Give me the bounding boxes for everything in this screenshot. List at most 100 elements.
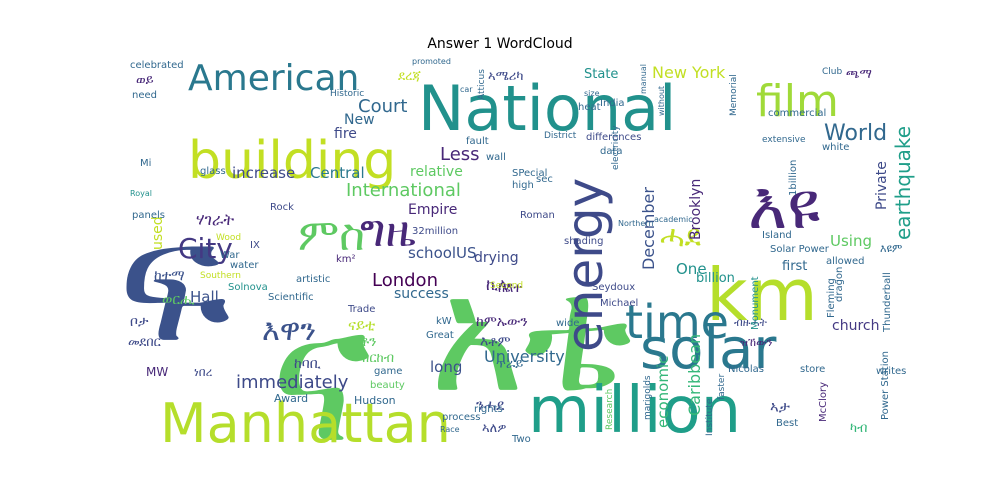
word-27: December	[639, 187, 658, 270]
word-148: Historic	[330, 89, 364, 99]
word-34: Using	[830, 232, 872, 250]
word-24: Less	[440, 144, 480, 165]
word-125: dragon	[834, 267, 845, 302]
word-118: faster	[717, 374, 727, 400]
word-114: shading	[564, 236, 604, 247]
word-52: MW	[146, 365, 168, 379]
word-89: water	[230, 260, 259, 271]
word-64: ዝርከብ	[360, 351, 394, 366]
word-106: Race	[440, 425, 460, 434]
word-67: እቶም	[480, 334, 511, 350]
word-43: US	[456, 244, 477, 262]
word-2: አቴ	[430, 241, 632, 428]
word-23: London	[372, 270, 438, 291]
word-111: Roman	[520, 210, 555, 221]
chart-title: Answer 1 WordCloud	[427, 36, 573, 52]
word-38: Central	[310, 164, 365, 182]
word-7: km	[706, 253, 818, 337]
word-100: 32million	[412, 226, 458, 237]
word-5: Manhattan	[160, 392, 451, 455]
word-6: building	[188, 131, 396, 191]
word-130: Northern	[618, 219, 654, 228]
word-97: need	[132, 90, 157, 101]
word-142: wall	[486, 152, 506, 163]
word-144: heat	[578, 102, 601, 113]
word-80: Hudson	[354, 394, 396, 407]
word-16: City	[178, 232, 233, 265]
word-147: Atticus	[477, 69, 487, 100]
word-124: Monument	[750, 276, 761, 330]
word-143: fault	[466, 136, 489, 147]
word-109: Two	[511, 434, 531, 445]
word-140: high	[512, 180, 534, 191]
word-71: ኣለዎ	[482, 421, 506, 436]
word-36: billion	[696, 271, 735, 286]
word-19: earthquake	[891, 126, 915, 240]
word-86: Scientific	[268, 292, 314, 303]
word-39: increase	[232, 164, 295, 182]
word-123: store	[800, 364, 825, 375]
word-137: data	[600, 146, 623, 157]
word-108: process	[442, 412, 480, 423]
word-101: km²	[336, 254, 356, 265]
word-60: ጫማ	[846, 67, 872, 82]
word-126: Fleming	[826, 278, 837, 318]
word-141: sec	[536, 174, 553, 185]
word-92: Wood	[216, 233, 241, 243]
word-72: ኣታ	[770, 398, 791, 416]
word-135: extensive	[762, 135, 806, 145]
word-150: manual	[639, 64, 648, 94]
word-70: ንሓደ	[476, 396, 505, 414]
word-65: ከባቢ	[294, 356, 321, 372]
word-3: National	[418, 72, 676, 145]
word-119: Nicolas	[728, 364, 764, 375]
word-149: promoted	[412, 57, 451, 66]
word-102: wide	[556, 318, 579, 329]
word-25: immediately	[236, 372, 349, 393]
word-56: ቦታ	[130, 314, 149, 330]
word-105: beauty	[370, 380, 405, 391]
word-96: Mi	[140, 158, 151, 169]
word-93: panels	[132, 210, 165, 221]
word-139: SPecial	[512, 168, 547, 179]
word-8: እዩ	[748, 167, 820, 244]
word-138: electricity	[611, 125, 621, 170]
word-77: ወይ	[136, 73, 154, 88]
word-1: ና	[270, 264, 371, 485]
word-12: film	[756, 76, 839, 127]
word-57: መደበር	[128, 335, 162, 350]
word-76: ዝኸውን	[740, 336, 773, 349]
word-134: commercial	[768, 108, 826, 119]
word-61: ኪሎ	[486, 275, 513, 294]
word-79: Award	[274, 392, 308, 405]
word-121: Best	[776, 418, 798, 429]
word-87: Solnova	[228, 282, 268, 293]
word-51: used	[150, 216, 166, 250]
word-74: ነበረ	[194, 365, 213, 379]
word-116: marigolds	[643, 375, 653, 420]
word-30: New York	[652, 63, 726, 82]
word-88: artistic	[296, 274, 330, 285]
word-110: Second	[490, 281, 523, 291]
word-112: Seydoux	[592, 282, 635, 293]
word-46: relative	[410, 164, 463, 180]
word-122: writes	[876, 366, 906, 377]
word-58: ኣሜሪካ	[488, 69, 523, 84]
word-40: fire	[334, 126, 357, 142]
word-84: Trade	[347, 304, 375, 315]
word-37: first	[782, 259, 807, 274]
word-18: ሓደ	[660, 219, 702, 254]
word-62: ቶን	[360, 334, 377, 350]
word-145: India	[600, 98, 625, 109]
word-13: American	[188, 58, 359, 99]
word-49: success	[394, 286, 449, 302]
word-91: Southern	[200, 271, 241, 281]
word-85: Rock	[270, 202, 294, 213]
word-68: ጥራይ	[496, 357, 523, 372]
word-129: Island	[762, 230, 792, 241]
word-82: Solar Power	[770, 244, 830, 255]
word-107: rights	[474, 404, 503, 415]
word-44: school	[408, 244, 456, 262]
word-48: Hall	[190, 288, 219, 306]
